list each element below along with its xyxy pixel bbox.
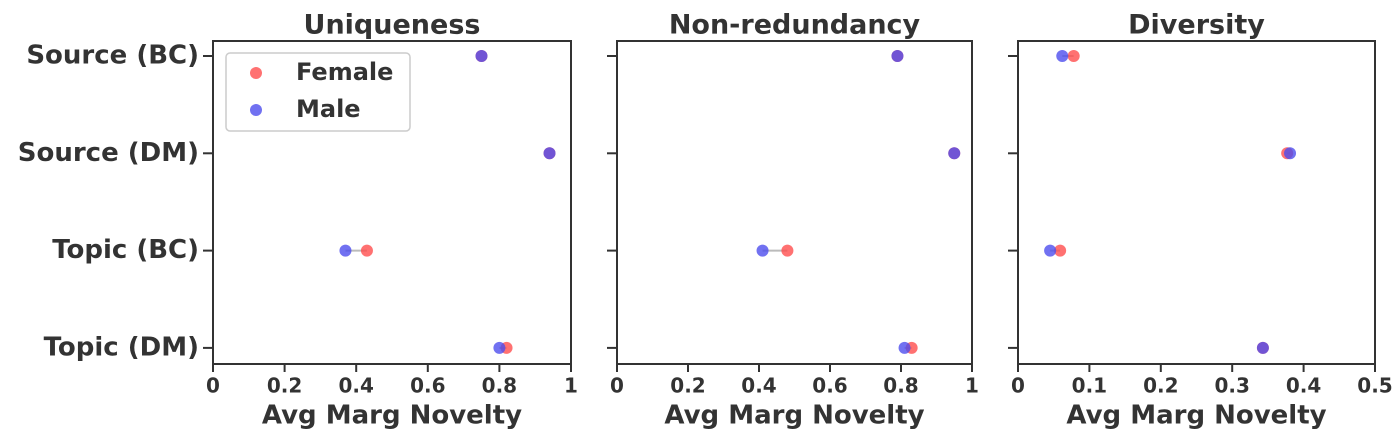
dot	[1054, 244, 1067, 257]
panel-title: Non-redundancy	[669, 10, 921, 41]
y-tick-label: Source (DM)	[18, 138, 199, 168]
dot	[493, 341, 506, 354]
dot	[756, 244, 769, 257]
dot	[1284, 147, 1297, 160]
dot	[1067, 50, 1080, 62]
plot-frame	[616, 40, 973, 365]
x-tick-label: 0.6	[812, 374, 847, 398]
x-tick-label: 0	[610, 374, 624, 398]
dot	[543, 147, 556, 160]
y-tick-label: Source (BC)	[26, 41, 199, 71]
x-tick-label: 0.8	[482, 374, 517, 398]
x-tick-label: 0.3	[1214, 374, 1249, 398]
panel-title: Diversity	[1128, 10, 1265, 41]
dot	[891, 50, 904, 62]
plot-frame	[212, 40, 572, 365]
dot	[898, 341, 911, 354]
x-axis-label: Avg Marg Novelty	[664, 401, 924, 431]
plot-frame	[1017, 40, 1376, 365]
x-axis-label: Avg Marg Novelty	[1066, 401, 1326, 431]
x-tick-label: 0.8	[883, 374, 918, 398]
x-tick-label: 0.2	[670, 374, 705, 398]
x-tick-label: 0.2	[1143, 374, 1178, 398]
x-tick-label: 0	[206, 374, 220, 398]
x-tick-label: 0	[1011, 374, 1025, 398]
dot	[339, 244, 352, 257]
dot	[781, 244, 794, 257]
x-axis-label: Avg Marg Novelty	[262, 401, 522, 431]
y-tick-label: Topic (DM)	[44, 332, 199, 362]
dot	[475, 50, 488, 62]
x-tick-label: 0.6	[410, 374, 445, 398]
panel-title: Uniqueness	[304, 10, 481, 41]
x-tick-label: 1	[965, 374, 979, 398]
x-tick-label: 0.4	[338, 374, 373, 398]
dot	[948, 147, 961, 160]
x-tick-label: 0.5	[1357, 374, 1392, 398]
x-tick-label: 0.1	[1072, 374, 1107, 398]
dot	[1056, 50, 1069, 62]
legend-label: Female	[296, 58, 393, 86]
legend-box	[225, 52, 411, 132]
y-tick-label: Topic (BC)	[52, 235, 199, 265]
dot	[1256, 341, 1269, 354]
dot	[1044, 244, 1057, 257]
x-tick-label: 0.4	[1286, 374, 1321, 398]
x-tick-label: 1	[564, 374, 578, 398]
legend-label: Male	[296, 95, 361, 123]
x-tick-label: 0.4	[741, 374, 776, 398]
legend-marker	[250, 67, 262, 79]
x-tick-label: 0.2	[267, 374, 302, 398]
dot	[360, 244, 373, 257]
legend-marker	[250, 104, 262, 116]
